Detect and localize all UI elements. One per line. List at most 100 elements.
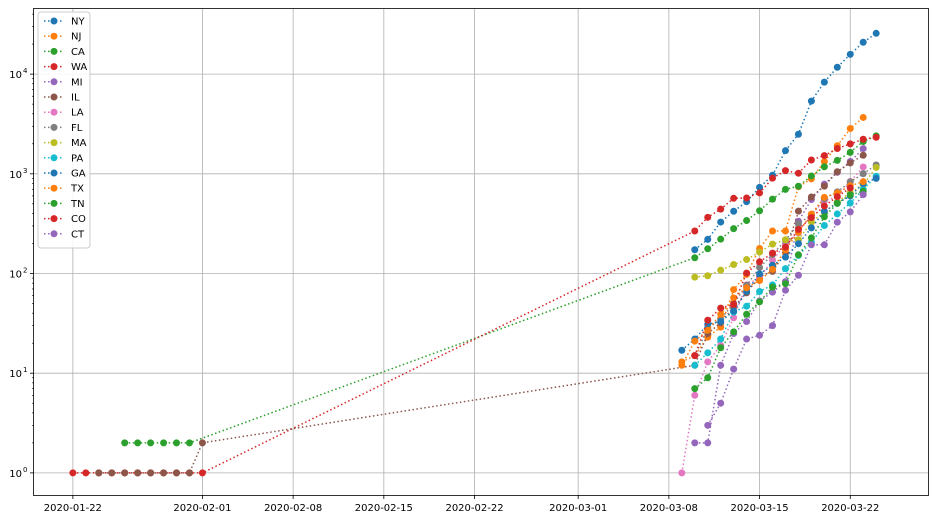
data-point (185, 469, 193, 477)
data-point (794, 220, 802, 228)
legend-label: NJ (71, 32, 81, 43)
data-point (704, 213, 712, 221)
data-point (769, 174, 777, 182)
data-point (756, 298, 764, 306)
data-point (833, 168, 841, 176)
legend-label: PA (71, 153, 83, 164)
data-point (859, 163, 867, 171)
legend-marker (50, 154, 58, 162)
data-point (95, 469, 103, 477)
data-point (134, 439, 142, 447)
data-point (781, 185, 789, 193)
data-point (691, 273, 699, 281)
legend: NY NJ CA WA MI IL LA FL MA PA GA TX TN CO CT (37, 11, 91, 249)
data-point (678, 346, 686, 354)
data-point (794, 225, 802, 233)
data-point (704, 245, 712, 253)
data-point (820, 213, 828, 221)
data-point (794, 271, 802, 279)
data-point (730, 286, 738, 294)
data-point (833, 218, 841, 226)
data-point (717, 335, 725, 343)
data-point (743, 256, 751, 264)
legend-item: LA (44, 108, 84, 119)
data-point (781, 243, 789, 251)
data-point (730, 365, 738, 373)
data-point (756, 263, 764, 271)
data-point (820, 182, 828, 190)
data-point (794, 169, 802, 177)
x-tick-label: 2020-03-22 (821, 503, 879, 514)
data-point (743, 217, 751, 225)
data-point (781, 167, 789, 175)
data-point (147, 469, 155, 477)
data-point (756, 258, 764, 266)
legend-label: IL (71, 93, 80, 104)
data-point (859, 151, 867, 159)
data-point (121, 439, 129, 447)
data-point (781, 253, 789, 261)
legend-label: CA (71, 47, 85, 58)
data-point (717, 235, 725, 243)
legend-item: CO (44, 214, 86, 225)
data-point (859, 135, 867, 143)
data-point (794, 182, 802, 190)
data-point (846, 159, 854, 167)
data-point (833, 156, 841, 164)
legend-marker (50, 63, 58, 71)
data-point (704, 421, 712, 429)
x-tick-label: 2020-02-08 (264, 503, 322, 514)
data-point (859, 178, 867, 186)
y-tick-exponent: 1 (23, 366, 27, 374)
data-point (756, 287, 764, 295)
data-point (743, 318, 751, 326)
data-point (846, 191, 854, 199)
data-point (807, 214, 815, 222)
data-point (198, 469, 206, 477)
data-point (833, 199, 841, 207)
data-point (781, 227, 789, 235)
series-line (681, 116, 864, 363)
data-point (691, 352, 699, 360)
data-point (743, 302, 751, 310)
legend-marker (50, 32, 58, 40)
legend-label: CO (71, 214, 86, 225)
data-point (859, 145, 867, 153)
series-line (72, 136, 877, 474)
data-point (730, 300, 738, 308)
data-point (756, 277, 764, 285)
legend-label: MI (71, 77, 83, 88)
data-point (730, 307, 738, 315)
data-point (781, 280, 789, 288)
data-point (173, 439, 181, 447)
data-point (807, 172, 815, 180)
data-point (717, 304, 725, 312)
data-point (781, 147, 789, 155)
data-point (846, 208, 854, 216)
data-point (730, 328, 738, 336)
series-ca (121, 132, 880, 447)
data-point (769, 288, 777, 296)
data-point (846, 148, 854, 156)
data-point (134, 469, 142, 477)
y-tick-base: 10 (9, 170, 22, 181)
legend-item: TX (44, 184, 84, 195)
data-point (691, 439, 699, 447)
data-point (717, 266, 725, 274)
data-point (769, 240, 777, 248)
data-point (691, 246, 699, 254)
data-point (730, 194, 738, 202)
legend-marker (50, 93, 58, 101)
data-point (833, 193, 841, 201)
data-point (82, 469, 90, 477)
y-tick-exponent: 2 (23, 267, 27, 275)
data-point (794, 251, 802, 259)
x-tick-label: 2020-02-22 (445, 503, 503, 514)
data-point (769, 265, 777, 273)
data-point (756, 248, 764, 256)
data-point (872, 133, 880, 141)
data-point (743, 269, 751, 277)
legend-item: MA (44, 138, 87, 149)
data-point (691, 227, 699, 235)
data-point (160, 439, 168, 447)
